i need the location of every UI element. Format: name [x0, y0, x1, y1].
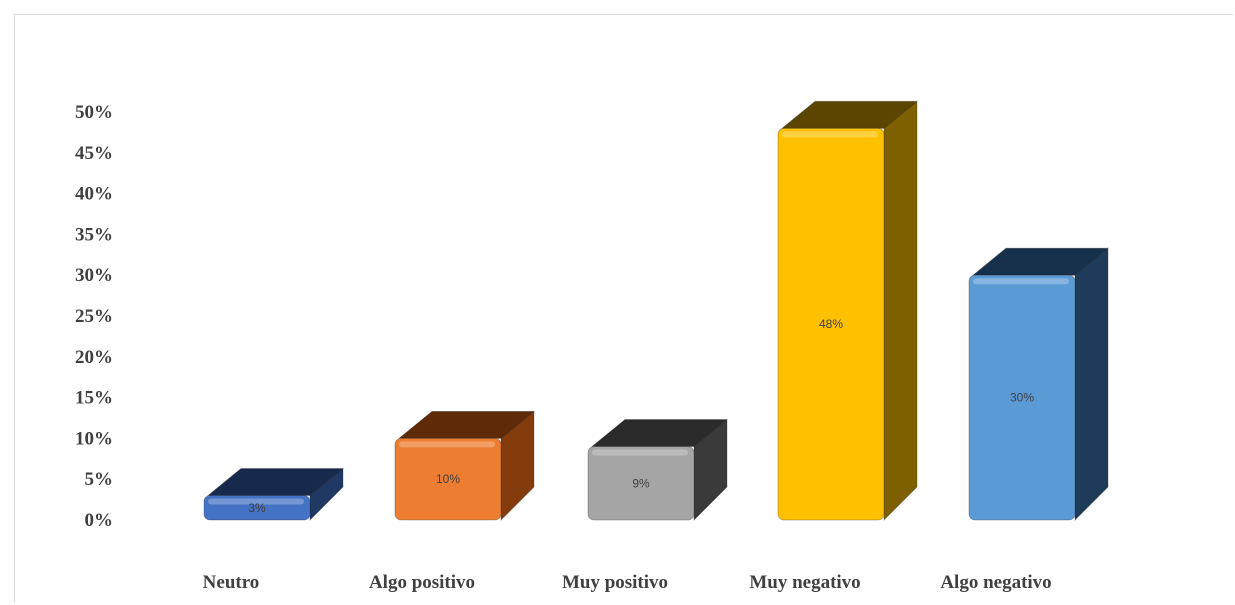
- y-tick-label: 35%: [75, 224, 113, 245]
- bar-front-face: [587, 446, 695, 521]
- bars: 3% 10% 9% 48% 30%: [203, 100, 1110, 521]
- bar-front-face: [777, 127, 885, 521]
- y-tick-label: 50%: [75, 102, 113, 123]
- bar-highlight: [592, 449, 688, 456]
- bar-front-face: [968, 274, 1076, 521]
- bar: 48%: [777, 100, 919, 521]
- bar-highlight: [399, 441, 495, 448]
- data-label: 10%: [436, 472, 460, 486]
- bar: 9%: [587, 418, 729, 521]
- bar-highlight: [973, 278, 1069, 285]
- bar: 3%: [203, 467, 345, 521]
- y-tick-label: 10%: [75, 428, 113, 449]
- data-label: 3%: [248, 501, 266, 515]
- bar-front-face: [394, 437, 502, 521]
- bar-side-face: [1074, 247, 1109, 521]
- y-tick-label: 0%: [85, 510, 114, 531]
- x-category-label: Algo positivo: [369, 572, 475, 593]
- bar-highlight: [782, 131, 878, 138]
- chart-frame: [14, 14, 1233, 603]
- y-axis: 0% 5% 10% 15% 20% 25% 30% 35% 40% 45% 50%: [75, 102, 113, 531]
- data-label: 9%: [632, 476, 650, 490]
- x-category-label: Algo negativo: [940, 572, 1051, 593]
- y-tick-label: 5%: [85, 469, 114, 490]
- bar-highlight: [208, 498, 304, 505]
- bar: 10%: [394, 410, 536, 521]
- y-tick-label: 20%: [75, 347, 113, 368]
- y-tick-label: 30%: [75, 265, 113, 286]
- bar-front-face: [203, 495, 311, 521]
- x-category-label: Muy negativo: [749, 572, 860, 593]
- x-axis: Neutro Algo positivo Muy positivo Muy negat…: [203, 572, 1052, 593]
- data-label: 48%: [819, 317, 843, 331]
- x-category-label: Neutro: [203, 572, 260, 593]
- data-label: 30%: [1010, 391, 1034, 405]
- y-tick-label: 15%: [75, 388, 113, 409]
- bar: 30%: [968, 247, 1110, 521]
- bar-side-face: [883, 100, 918, 521]
- y-tick-label: 25%: [75, 306, 113, 327]
- x-category-label: Muy positivo: [562, 572, 668, 593]
- y-tick-label: 40%: [75, 184, 113, 205]
- y-tick-label: 45%: [75, 143, 113, 164]
